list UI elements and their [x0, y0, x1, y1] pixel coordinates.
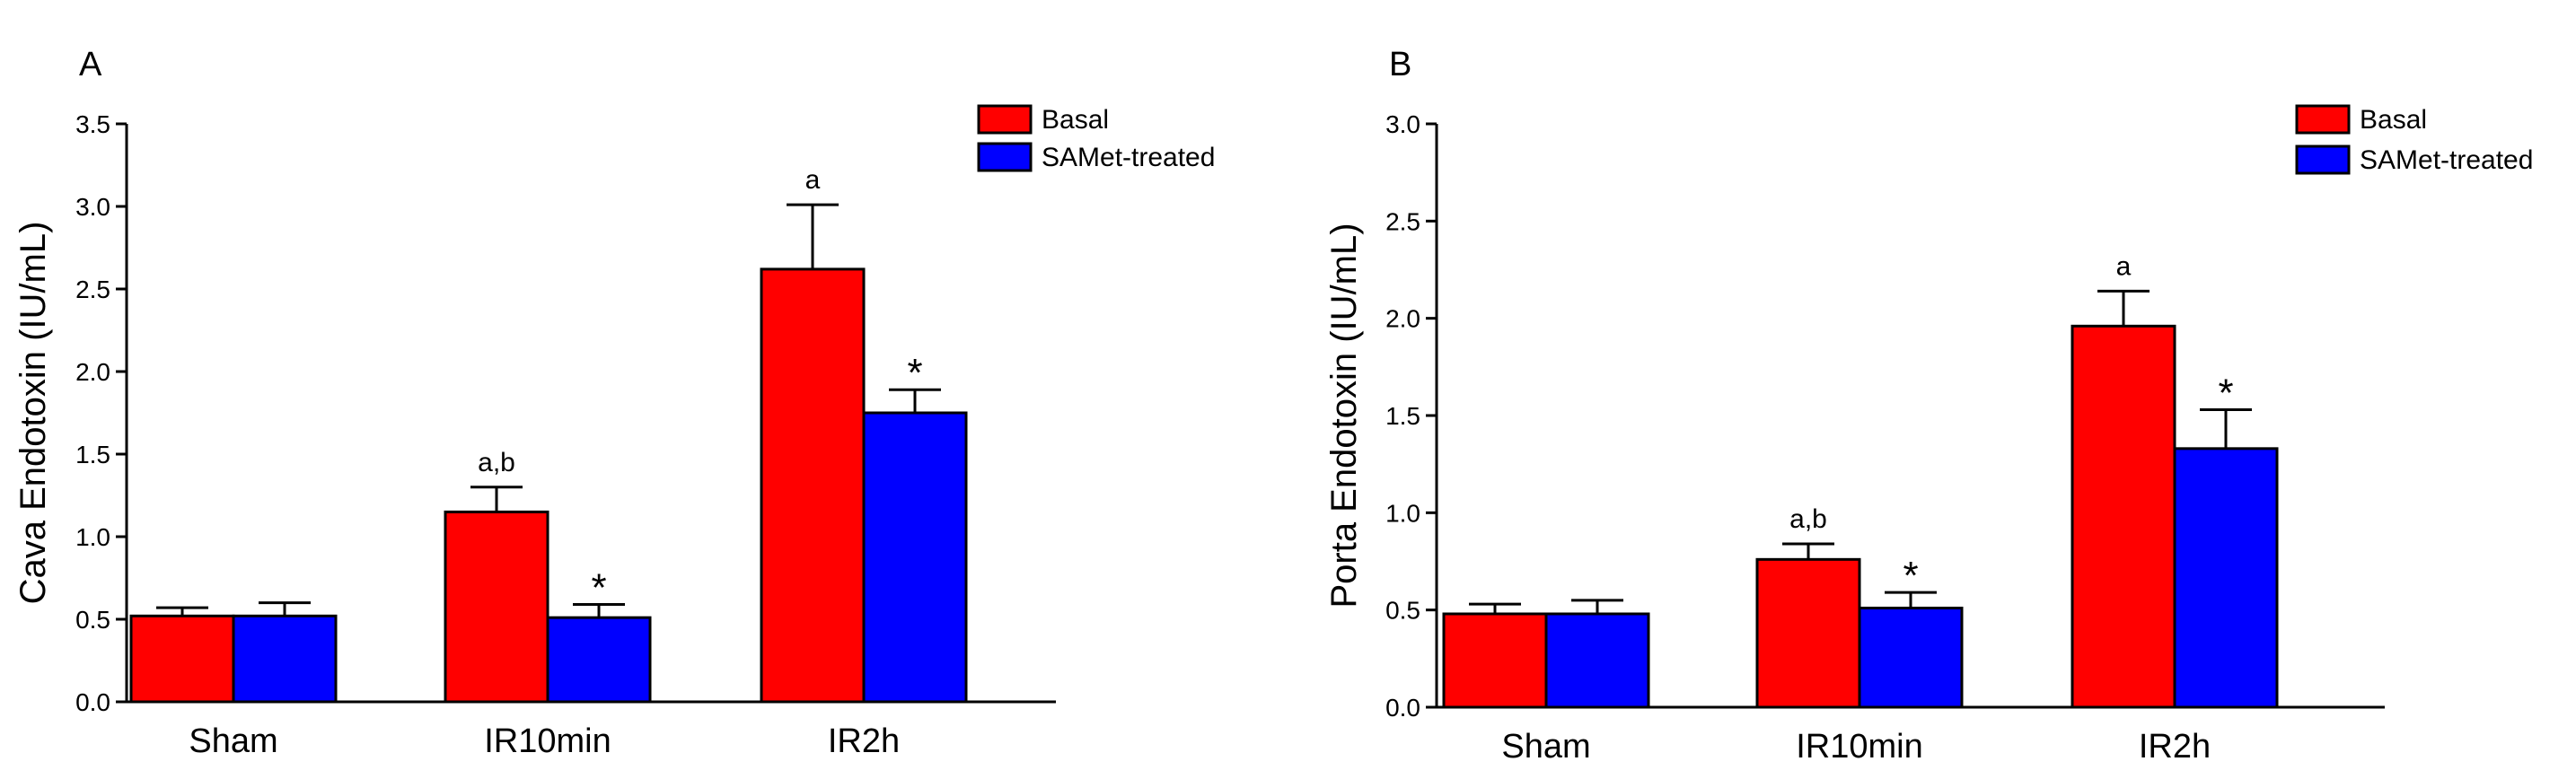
bar: [1755, 557, 1861, 709]
legend-label: SAMet-treated: [1042, 143, 1215, 172]
x-tick-label: IR2h: [2139, 728, 2211, 766]
y-tick-label: 2.5: [1385, 207, 1420, 235]
y-tick-label: 3.0: [1385, 110, 1420, 138]
y-axis-title: Porta Endotoxin (IU/mL): [1324, 223, 1364, 608]
y-tick-label: 3.5: [75, 110, 110, 138]
significance-label: *: [1903, 554, 1918, 598]
y-tick-label: 1.0: [1385, 499, 1420, 527]
y-tick-label: 0.5: [1385, 597, 1420, 625]
legend-label: Basal: [2360, 105, 2427, 135]
y-axis-title: Cava Endotoxin (IU/mL): [13, 222, 53, 605]
legend-swatch: [2295, 104, 2351, 135]
panel-label: B: [1389, 46, 1411, 83]
legend-label: SAMet-treated: [2360, 145, 2533, 175]
significance-label: *: [591, 565, 606, 609]
bar: [232, 614, 338, 704]
y-tick-label: 1.0: [75, 523, 110, 551]
bar: [1858, 607, 1964, 709]
significance-label: a,b: [478, 448, 515, 477]
significance-label: *: [907, 351, 922, 395]
legend-swatch: [977, 104, 1033, 135]
bar: [2173, 447, 2279, 709]
y-tick-label: 2.0: [1385, 305, 1420, 333]
panel-label: A: [79, 46, 102, 83]
y-tick-label: 2.0: [75, 358, 110, 386]
y-tick-label: 1.5: [75, 441, 110, 468]
bar: [2070, 324, 2176, 709]
legend-label: Basal: [1042, 105, 1109, 135]
bar: [1544, 612, 1650, 709]
y-tick-label: 0.5: [75, 606, 110, 634]
x-tick-label: IR10min: [1796, 728, 1923, 766]
x-tick-label: IR2h: [828, 722, 900, 760]
legend-swatch: [977, 142, 1033, 172]
x-tick-label: IR10min: [484, 722, 611, 760]
significance-label: a: [2116, 251, 2132, 281]
significance-label: a: [805, 165, 821, 195]
legend-swatch: [2295, 144, 2351, 175]
y-tick-label: 0.0: [75, 688, 110, 716]
bar: [546, 616, 652, 704]
bar: [129, 614, 235, 704]
x-tick-label: Sham: [189, 722, 277, 760]
y-tick-label: 2.5: [75, 276, 110, 303]
significance-label: a,b: [1789, 504, 1827, 534]
bar: [1442, 612, 1548, 709]
panel-a-chart: A Cava Endotoxin (IU/mL) 0.0 0.5 1.0 1.5 2.0 2.…: [13, 46, 1215, 760]
y-tick-label: 1.5: [1385, 402, 1420, 430]
bar: [760, 267, 866, 704]
bar: [444, 510, 549, 704]
panel-b-chart: B Porta Endotoxin (IU/mL) 0.0 0.5 1.0 1.5 2.0 2…: [1324, 46, 2533, 766]
significance-label: *: [2218, 372, 2233, 416]
y-tick-label: 3.0: [75, 193, 110, 221]
x-tick-label: Sham: [1501, 728, 1590, 766]
bar: [862, 411, 968, 704]
y-tick-label: 0.0: [1385, 694, 1420, 722]
